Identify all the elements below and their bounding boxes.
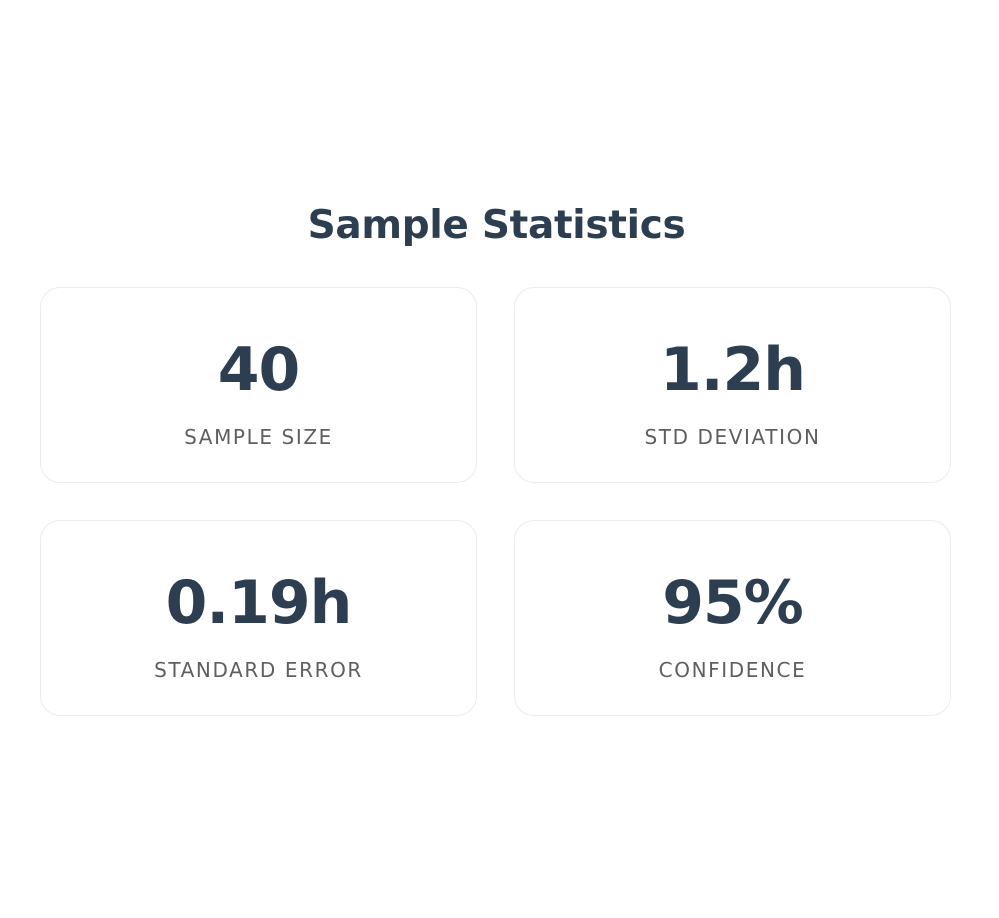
stat-label: STANDARD ERROR (154, 658, 363, 682)
stat-value: 1.2h (659, 335, 806, 405)
stat-value: 95% (662, 568, 804, 638)
page-title: Sample Statistics (307, 203, 686, 248)
stat-value: 0.19h (165, 568, 353, 638)
stat-label: CONFIDENCE (658, 658, 807, 682)
stat-label: STD DEVIATION (644, 425, 821, 449)
stat-label: SAMPLE SIZE (184, 425, 333, 449)
stat-card-sample-size: 40 SAMPLE SIZE (40, 287, 477, 483)
stat-card-standard-error: 0.19h STANDARD ERROR (40, 520, 477, 716)
stat-card-confidence: 95% CONFIDENCE (514, 520, 951, 716)
stat-value: 40 (217, 335, 301, 405)
stat-card-std-deviation: 1.2h STD DEVIATION (514, 287, 951, 483)
